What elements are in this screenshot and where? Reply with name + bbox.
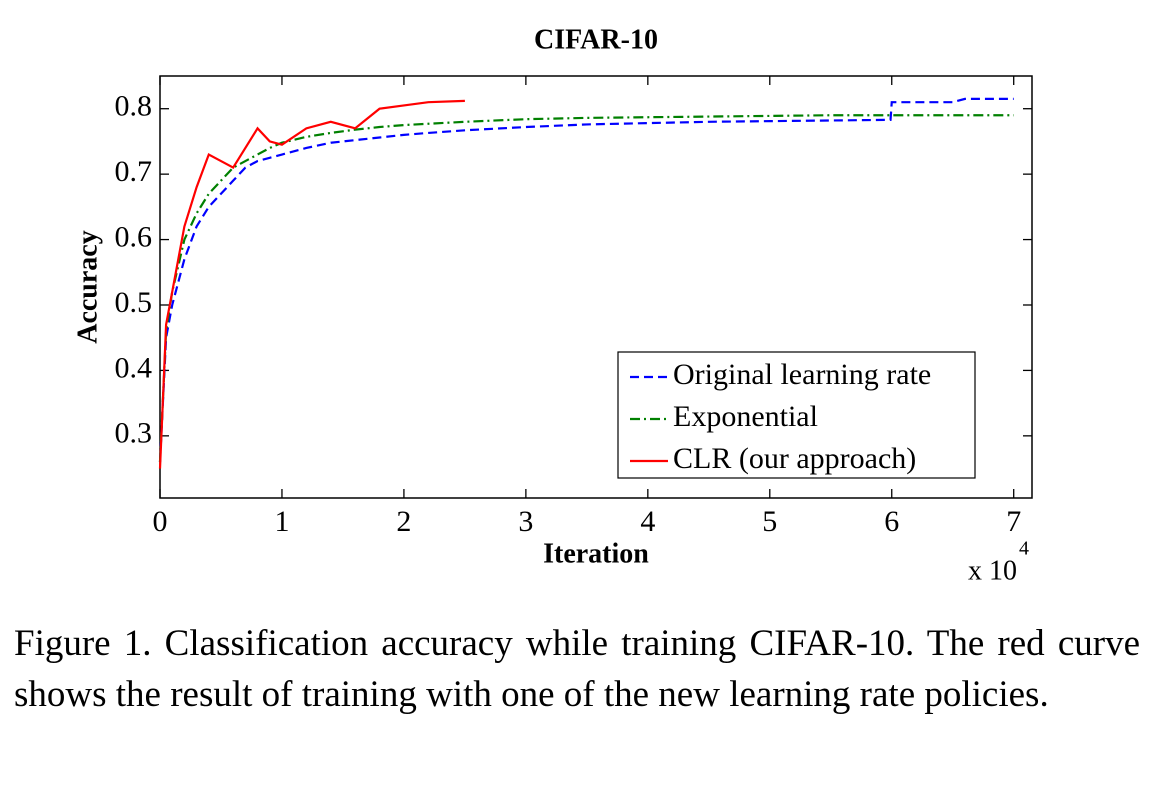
- x-tick-label: 3: [518, 505, 533, 538]
- x-tick-label: 5: [762, 505, 777, 538]
- legend-box: [617, 351, 976, 479]
- series-line: [158, 114, 1014, 463]
- x-tick-label: 1: [274, 505, 289, 538]
- x-multiplier-exponent: 4: [1019, 538, 1029, 560]
- x-multiplier-base: x 10: [968, 555, 1017, 586]
- y-tick-label: 0.6: [115, 220, 153, 253]
- legend-label: Exponential: [673, 400, 818, 433]
- chart-title: CIFAR-10: [534, 24, 658, 55]
- figure-caption: Figure 1. Classification accuracy while …: [14, 623, 1140, 715]
- y-tick-label: 0.3: [115, 417, 153, 450]
- series-line: [158, 97, 1014, 463]
- x-axis-label: Iteration: [543, 538, 649, 569]
- y-tick-label: 0.4: [115, 351, 153, 384]
- chart: CIFAR-10 Iteration Accuracy x 10 4 0 1 2 3 4…: [72, 24, 1033, 586]
- y-axis-label: Accuracy: [72, 230, 103, 344]
- legend-label: CLR (our approach): [673, 442, 916, 475]
- y-tick-label: 0.8: [115, 90, 153, 123]
- x-tick-label: 4: [640, 505, 655, 538]
- x-tick-label: 7: [1006, 505, 1021, 538]
- plot-frame: [159, 75, 1033, 499]
- y-tick-label: 0.7: [115, 155, 153, 188]
- y-tick-label: 0.5: [115, 286, 153, 319]
- x-tick-label: 2: [396, 505, 411, 538]
- legend-label: Original learning rate: [673, 358, 931, 391]
- x-tick-label: 6: [884, 505, 899, 538]
- x-tick-label: 0: [153, 505, 168, 538]
- series-line: [158, 99, 465, 469]
